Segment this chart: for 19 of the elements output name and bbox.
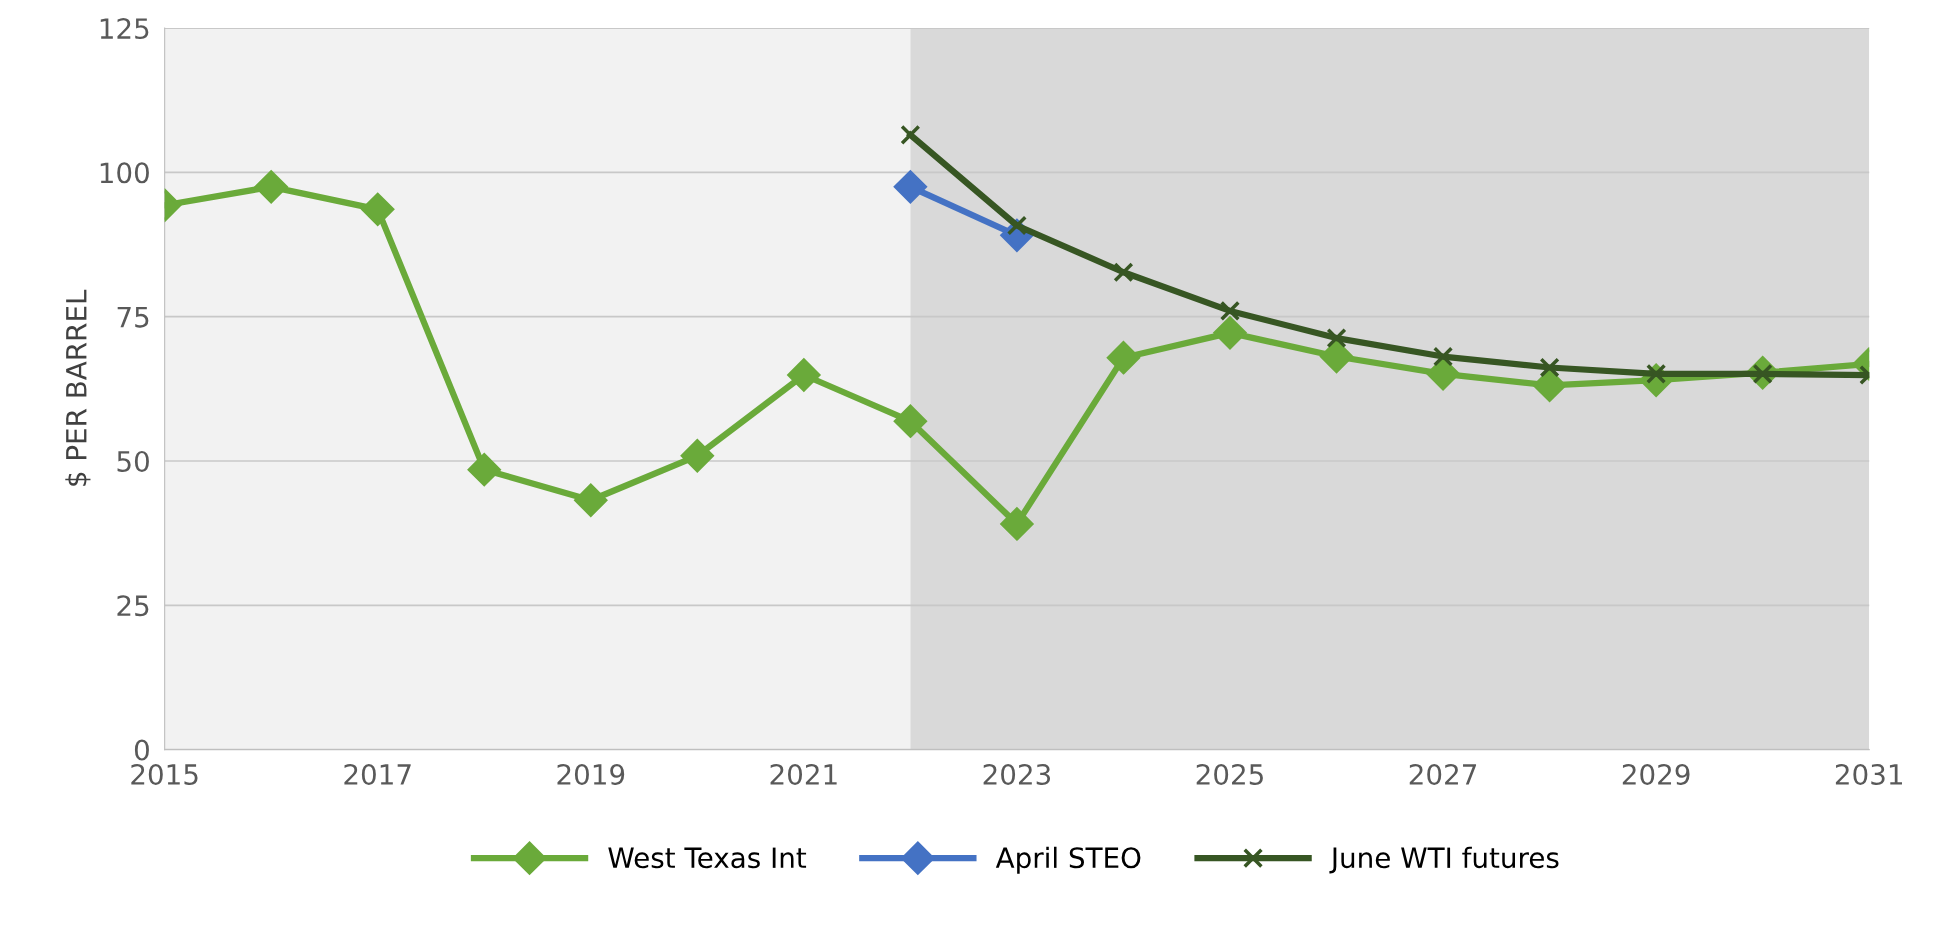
x-tick-label: 2023 [983,763,1051,785]
x-tick-label: 2027 [1409,763,1477,785]
y-tick-label: 50 [117,450,149,472]
y-axis-title: $ PER BARREL [65,289,91,486]
x-tick-label: 2017 [344,763,411,785]
x-tick-label: 2031 [1835,763,1902,785]
y-tick-label: 25 [117,595,149,617]
x-tick-label: 2029 [1622,763,1690,785]
y-tick-label: 100 [100,162,149,184]
y-tick-label: 75 [117,307,149,328]
y-tick-label: 0 [134,739,149,761]
x-tick-label: 2025 [1196,763,1263,785]
legend-label: West Texas Int [608,847,807,869]
legend-label: April STEO [995,846,1141,874]
legend-label: June WTI futures [1329,846,1559,874]
x-tick-label: 2021 [770,763,837,785]
x-tick-label: 2019 [557,763,625,785]
x-tick-label: 2015 [131,763,198,785]
y-tick-label: 125 [100,18,149,40]
